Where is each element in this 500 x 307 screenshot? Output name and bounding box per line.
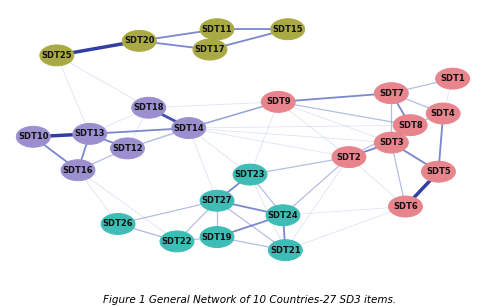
Circle shape <box>233 164 267 185</box>
Text: SDT26: SDT26 <box>103 220 134 228</box>
Text: Figure 1 General Network of 10 Countries-27 SD3 items.: Figure 1 General Network of 10 Countries… <box>104 295 397 305</box>
Circle shape <box>393 115 427 136</box>
Circle shape <box>436 68 470 89</box>
Circle shape <box>268 240 302 261</box>
Text: SDT19: SDT19 <box>202 233 232 242</box>
Circle shape <box>374 132 408 153</box>
Text: SDT13: SDT13 <box>74 129 105 138</box>
Text: SDT27: SDT27 <box>202 196 232 205</box>
Text: SDT10: SDT10 <box>18 132 48 141</box>
Circle shape <box>422 161 456 182</box>
Circle shape <box>200 227 234 247</box>
Circle shape <box>110 138 144 159</box>
Text: SDT1: SDT1 <box>440 74 465 83</box>
Circle shape <box>374 83 408 104</box>
Text: SDT9: SDT9 <box>266 97 290 107</box>
Circle shape <box>122 30 156 51</box>
Circle shape <box>426 103 460 124</box>
Circle shape <box>200 19 234 40</box>
Text: SDT11: SDT11 <box>202 25 232 34</box>
Text: SDT6: SDT6 <box>393 202 418 211</box>
Circle shape <box>172 118 206 138</box>
Text: SDT4: SDT4 <box>431 109 456 118</box>
Text: SDT24: SDT24 <box>268 211 298 220</box>
Circle shape <box>332 147 366 168</box>
Circle shape <box>262 91 295 112</box>
Text: SDT12: SDT12 <box>112 144 143 153</box>
Text: SDT21: SDT21 <box>270 246 300 255</box>
Circle shape <box>160 231 194 252</box>
Circle shape <box>16 126 50 147</box>
Circle shape <box>200 190 234 211</box>
Text: SDT3: SDT3 <box>379 138 404 147</box>
Text: SDT5: SDT5 <box>426 167 451 176</box>
Circle shape <box>61 160 95 181</box>
Circle shape <box>132 97 166 118</box>
Text: SDT22: SDT22 <box>162 237 192 246</box>
Text: SDT17: SDT17 <box>194 45 225 54</box>
Text: SDT16: SDT16 <box>62 166 94 175</box>
Text: SDT7: SDT7 <box>379 89 404 98</box>
Text: SDT25: SDT25 <box>42 51 72 60</box>
Circle shape <box>388 196 422 217</box>
Circle shape <box>193 39 227 60</box>
Circle shape <box>73 123 107 144</box>
Circle shape <box>101 213 135 235</box>
Text: SDT23: SDT23 <box>235 170 265 179</box>
Text: SDT15: SDT15 <box>272 25 303 34</box>
Text: SDT2: SDT2 <box>336 153 361 161</box>
Text: SDT18: SDT18 <box>134 103 164 112</box>
Text: SDT20: SDT20 <box>124 36 154 45</box>
Circle shape <box>270 19 304 40</box>
Text: SDT14: SDT14 <box>174 123 204 133</box>
Text: SDT8: SDT8 <box>398 121 422 130</box>
Circle shape <box>266 205 300 226</box>
Circle shape <box>40 45 74 66</box>
